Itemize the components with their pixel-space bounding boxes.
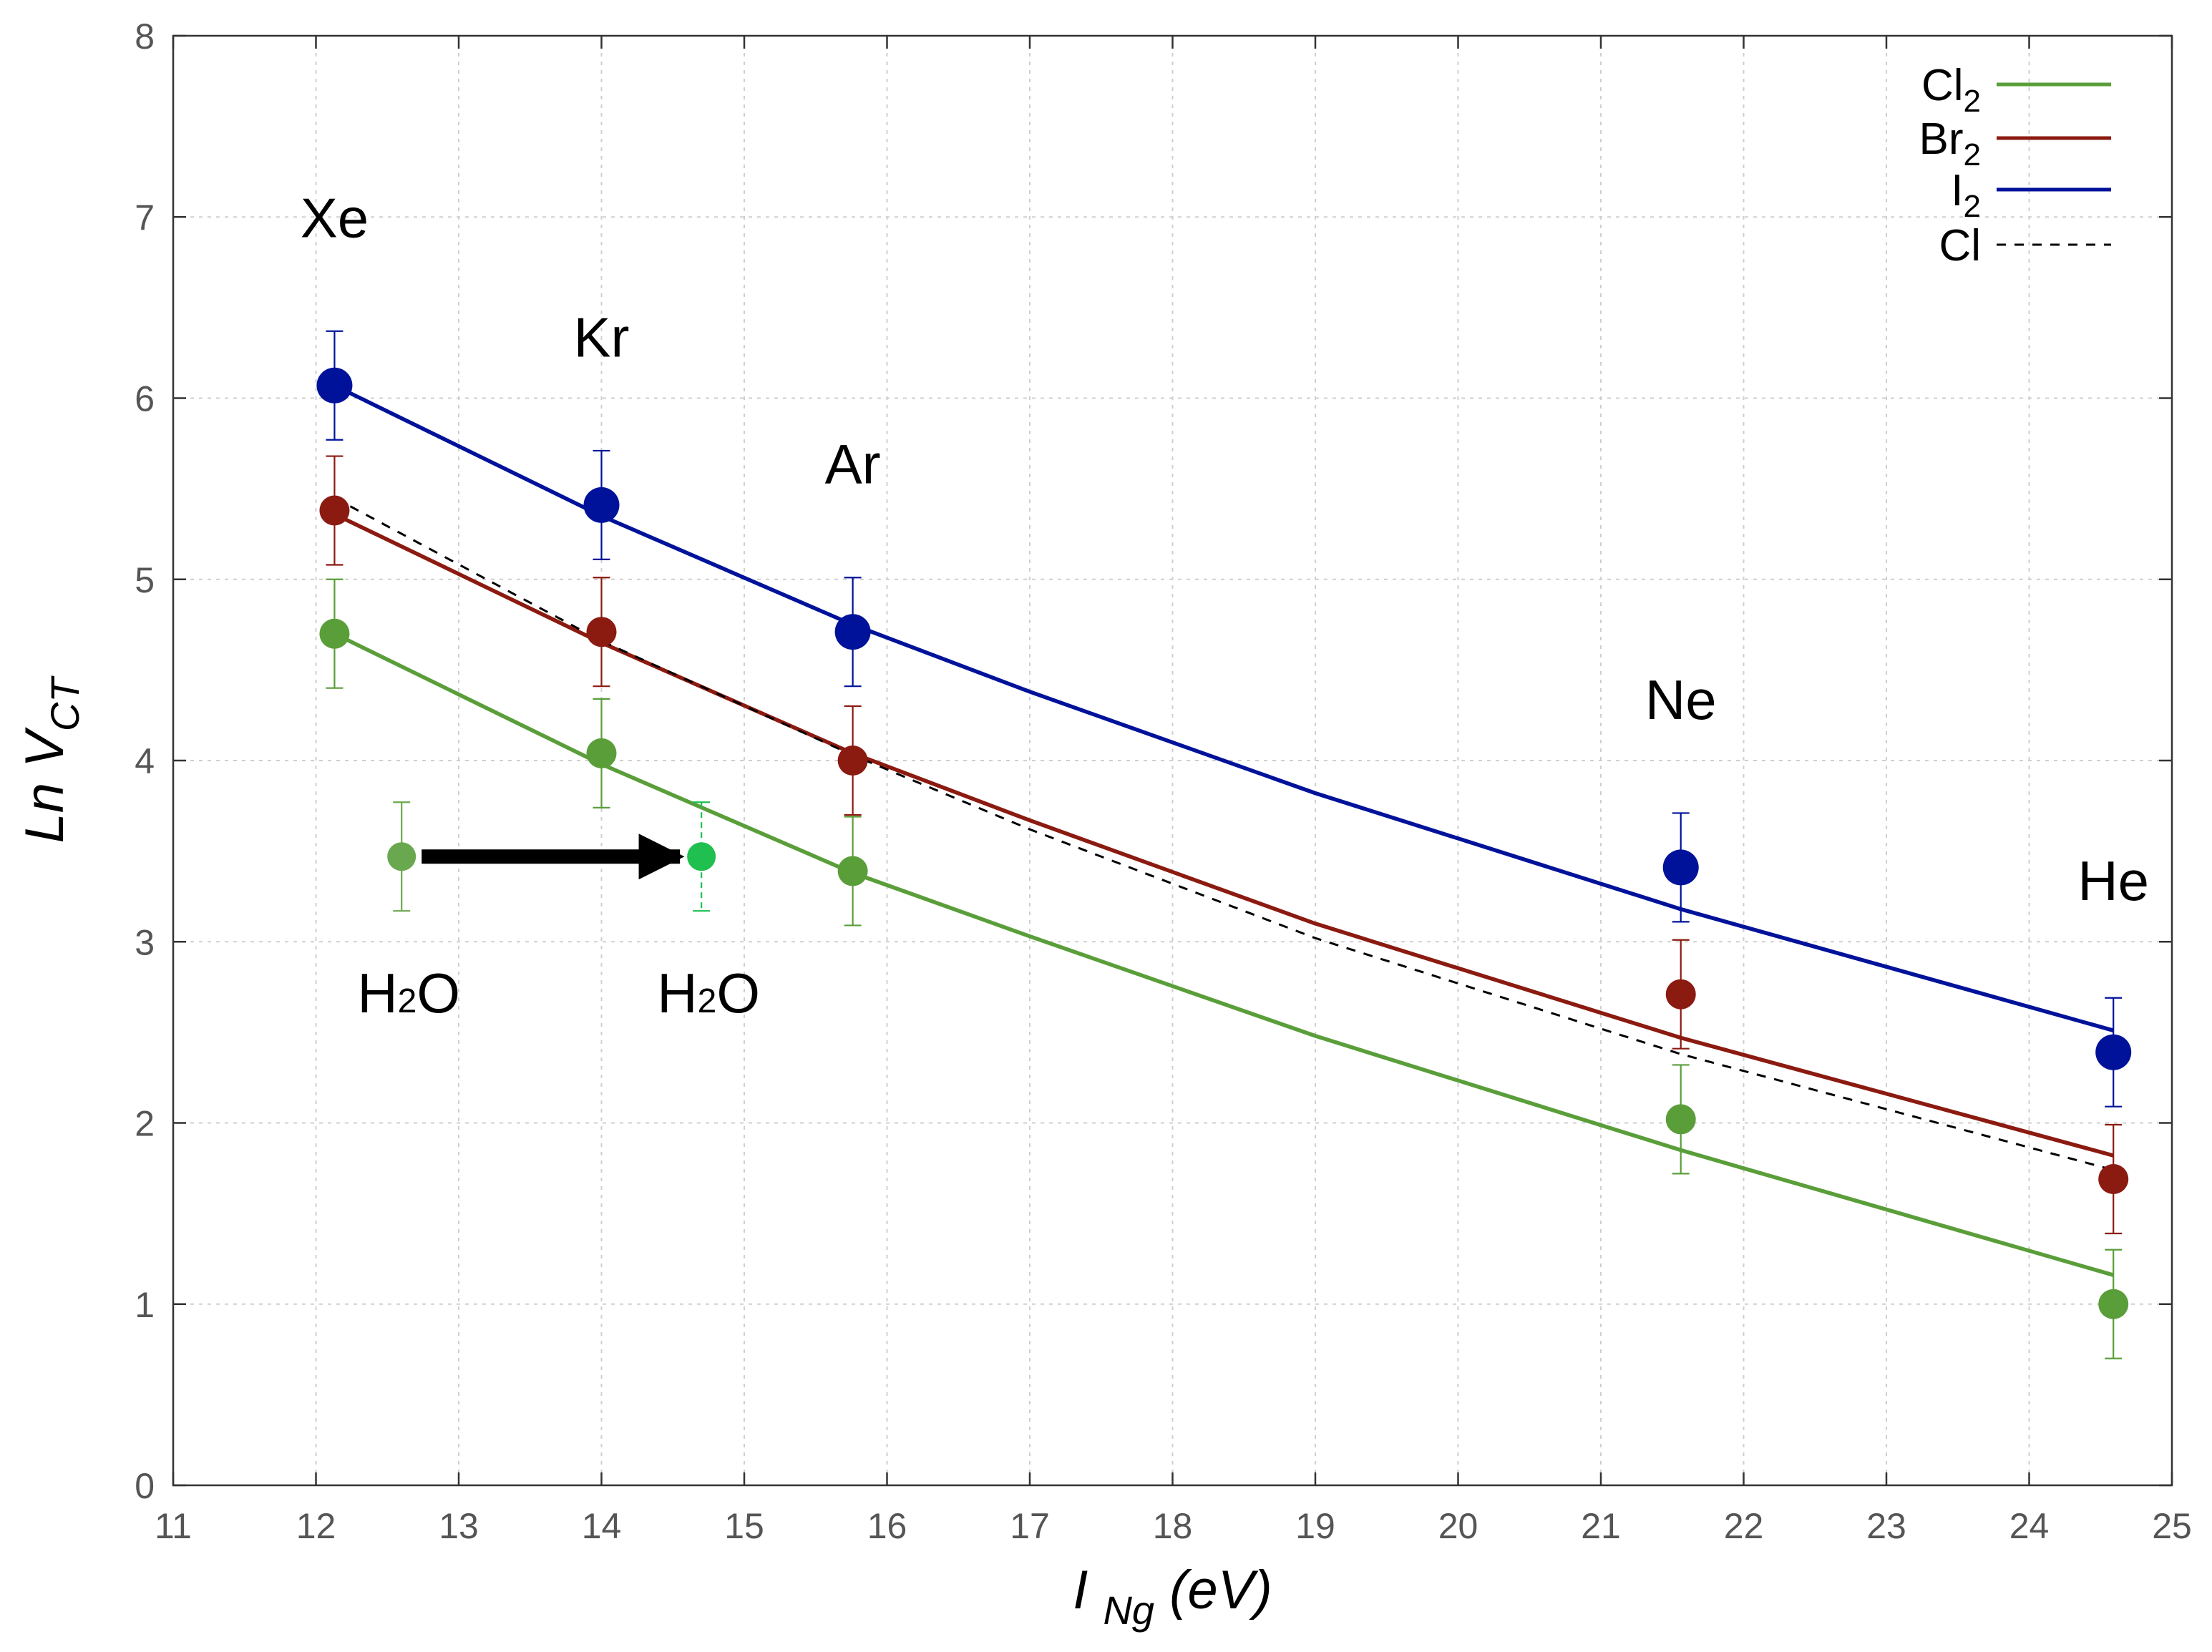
x-tick-label: 15 xyxy=(724,1506,764,1546)
data-point-i2-ne xyxy=(1662,812,1699,923)
x-tick-label: 12 xyxy=(296,1506,336,1546)
marker xyxy=(1662,849,1699,886)
legend-entry-cl2: Cl2 xyxy=(1921,61,2111,119)
water-point-from xyxy=(387,801,416,912)
axis-titles: I Ng (eV) Ln VCT xyxy=(14,675,1272,1633)
gas-labels: Xe Kr Ar Ne He xyxy=(301,186,2149,912)
legend-label: I2 xyxy=(1951,166,1981,224)
legend-label: Cl2 xyxy=(1921,61,1981,119)
fit-curve-cl xyxy=(333,497,2114,1171)
marker xyxy=(583,487,620,523)
gas-label-kr: Kr xyxy=(574,306,630,368)
y-tick-label: 0 xyxy=(135,1466,155,1506)
y-tick-label: 3 xyxy=(135,922,155,962)
gas-label-ne: Ne xyxy=(1645,668,1717,731)
data-point-br2-kr xyxy=(586,577,617,688)
x-tick-label: 23 xyxy=(1866,1506,1906,1546)
y-tick-label: 4 xyxy=(135,741,155,781)
x-tick-label: 18 xyxy=(1153,1506,1193,1546)
marker xyxy=(319,495,350,526)
marker xyxy=(837,746,868,776)
marker xyxy=(834,614,871,650)
y-tick-label: 2 xyxy=(135,1104,155,1144)
legend-label: Br2 xyxy=(1919,114,1981,172)
marker xyxy=(2098,1289,2129,1319)
gas-label-ar: Ar xyxy=(825,433,881,496)
gas-label-he: He xyxy=(2077,849,2149,912)
legend-label: Cl xyxy=(1939,221,1981,270)
y-tick-label: 6 xyxy=(135,379,155,419)
marker xyxy=(586,738,617,768)
data-point-i2-he xyxy=(2095,997,2132,1108)
grid xyxy=(173,36,2172,1485)
marker xyxy=(586,617,617,647)
water-label-to: H2O xyxy=(657,962,760,1025)
data-point-i2-kr xyxy=(583,449,620,560)
water-annotation: H2O H2O xyxy=(357,801,760,1025)
gas-label-xe: Xe xyxy=(301,186,369,249)
data-point-br2-ar xyxy=(837,705,868,816)
x-tick-label: 16 xyxy=(867,1506,907,1546)
x-tick-label: 22 xyxy=(1724,1506,1764,1546)
marker xyxy=(1665,1104,1696,1135)
x-tick-label: 19 xyxy=(1295,1506,1335,1546)
marker xyxy=(687,842,716,871)
data-point-br2-ne xyxy=(1665,939,1696,1050)
y-tick-label: 1 xyxy=(135,1285,155,1325)
x-tick-label: 17 xyxy=(1010,1506,1050,1546)
x-axis-title: I Ng (eV) xyxy=(1073,1560,1272,1633)
legend-entry-br2: Br2 xyxy=(1919,114,2111,172)
marker xyxy=(387,842,416,871)
x-tick-label: 24 xyxy=(2009,1506,2050,1546)
x-tick-label: 25 xyxy=(2152,1506,2192,1546)
marker xyxy=(837,856,868,886)
x-tick-label: 20 xyxy=(1438,1506,1478,1546)
y-tick-label: 7 xyxy=(135,197,155,238)
data-point-br2-he xyxy=(2098,1123,2129,1235)
water-point-to xyxy=(687,801,716,912)
data-point-cl2-ne xyxy=(1665,1064,1696,1175)
data-point-cl2-kr xyxy=(586,698,617,808)
y-tick-label: 8 xyxy=(135,16,155,57)
y-axis-title: Ln VCT xyxy=(14,675,87,844)
x-tick-label: 14 xyxy=(582,1506,622,1546)
data-point-cl2-he xyxy=(2098,1248,2129,1359)
legend-entry-i2: I2 xyxy=(1951,166,2111,224)
marker xyxy=(316,367,353,404)
data-point-i2-ar xyxy=(834,577,871,688)
x-tick-label: 11 xyxy=(155,1506,192,1546)
x-tick-label: 13 xyxy=(439,1506,479,1546)
marker xyxy=(2098,1164,2129,1195)
marker xyxy=(1665,979,1696,1010)
data-point-br2-xe xyxy=(319,455,350,566)
data-point-cl2-xe xyxy=(319,578,350,689)
marker xyxy=(319,618,350,649)
y-tick-label: 5 xyxy=(135,560,155,600)
data-point-cl2-ar xyxy=(837,816,868,927)
legend-entry-cl-dashed: Cl xyxy=(1939,221,2111,270)
x-tick-label: 21 xyxy=(1581,1506,1621,1546)
data-point-i2-xe xyxy=(316,330,353,441)
data-points xyxy=(316,330,2132,1359)
water-label-from: H2O xyxy=(357,962,460,1025)
marker xyxy=(2095,1034,2132,1070)
